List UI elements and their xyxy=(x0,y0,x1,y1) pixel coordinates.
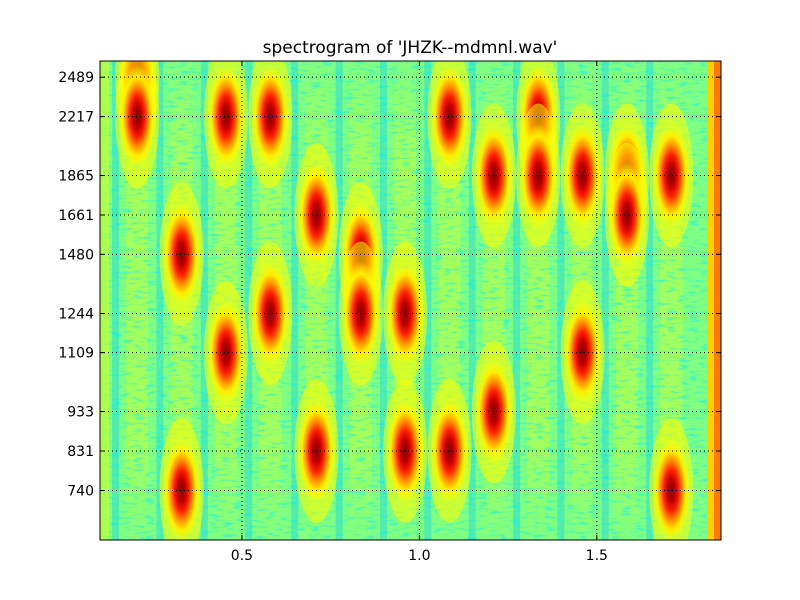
note-energy xyxy=(430,399,469,504)
y-tick-label: 740 xyxy=(67,484,94,500)
note-energy xyxy=(206,300,245,405)
chart-title: spectrogram of 'JHZK--mdmnl.wav' xyxy=(263,38,558,58)
note-energy xyxy=(162,202,201,307)
y-tick-label: 933 xyxy=(67,405,94,421)
note-energy xyxy=(652,123,691,228)
left-edge-band xyxy=(100,61,109,540)
y-tick-label: 1244 xyxy=(58,307,94,323)
note-energy xyxy=(430,64,469,169)
y-tick-label: 2217 xyxy=(58,110,94,126)
note-energy xyxy=(251,261,290,366)
y-tick-label: 2489 xyxy=(58,70,94,86)
note-energy xyxy=(563,300,602,405)
edge-bands xyxy=(100,61,721,540)
x-tick-label: 1.5 xyxy=(586,548,608,564)
note-energy xyxy=(519,123,558,228)
note-energy xyxy=(474,123,513,228)
note-energy xyxy=(563,123,602,228)
right-edge-band-yellow xyxy=(707,61,714,540)
note-energy xyxy=(118,64,157,169)
note-energy-marks xyxy=(115,61,694,540)
axis-ticks: 0.5 1.0 1.5 740 831 933 1109 1244 1480 1661 1865 22… xyxy=(58,61,721,564)
note-energy xyxy=(607,163,646,268)
y-tick-label: 1480 xyxy=(58,247,94,263)
plot-area xyxy=(100,61,721,540)
y-tick-label: 1109 xyxy=(58,346,94,362)
note-energy xyxy=(474,359,513,464)
note-energy xyxy=(652,438,691,540)
y-tick-label: 1661 xyxy=(58,208,94,224)
right-edge-band-orange xyxy=(714,61,721,540)
note-energy xyxy=(251,64,290,169)
note-energy xyxy=(386,399,425,504)
x-tick-label: 0.5 xyxy=(231,548,253,564)
note-energy xyxy=(162,438,201,540)
plot-frame xyxy=(99,60,722,541)
x-tick-label: 1.0 xyxy=(408,548,430,564)
y-tick-label: 831 xyxy=(67,444,94,460)
note-energy xyxy=(386,261,425,366)
y-tick-label: 1865 xyxy=(58,169,94,185)
note-energy xyxy=(206,64,245,169)
